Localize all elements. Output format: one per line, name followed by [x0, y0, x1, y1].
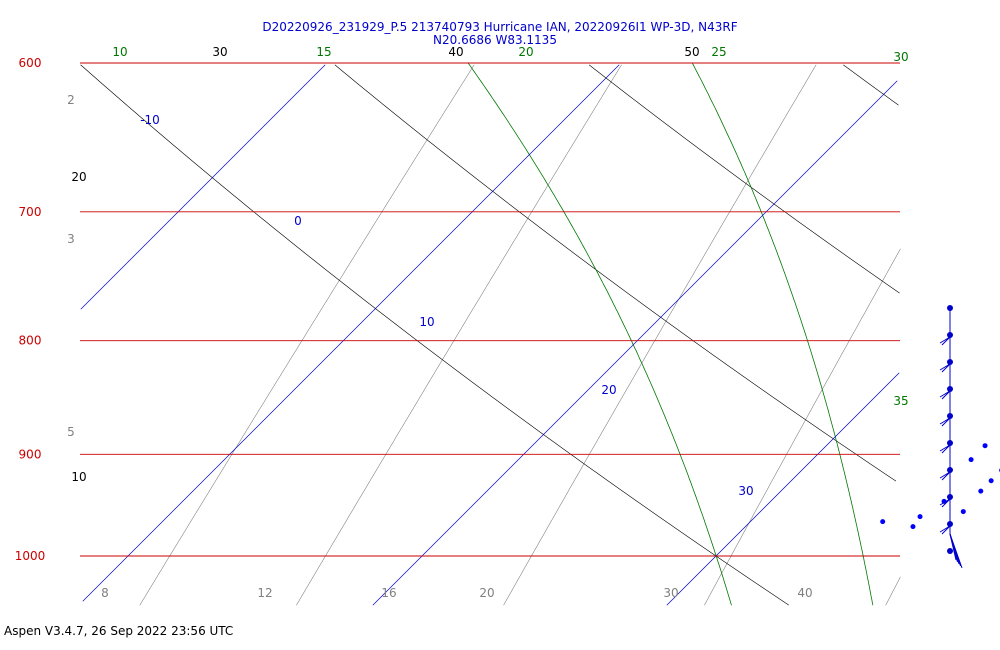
dry-adiabat-label: 10	[71, 470, 86, 484]
mixing-ratio-line	[885, 576, 901, 606]
dry-adiabat-line	[80, 64, 789, 606]
wind-barb	[939, 498, 951, 508]
wind-barb-station	[947, 494, 953, 500]
isotherm-line	[82, 64, 620, 602]
moist-adiabat-label: 15	[316, 45, 331, 59]
dry-adiabat-line	[843, 64, 899, 106]
isotherm-label: 30	[738, 484, 753, 498]
dry-adiabat-label: 20	[71, 170, 86, 184]
wind-barb	[939, 390, 951, 400]
dewpoint-point	[910, 524, 916, 530]
chart-title: D20220926_231929_P.5 213740793 Hurricane…	[262, 20, 738, 34]
wind-barb-station	[947, 386, 953, 392]
isobar-label: 700	[19, 205, 42, 219]
moist-adiabat-label: 30	[893, 50, 908, 64]
moist-adiabat-label: 25	[711, 45, 726, 59]
dry-adiabat-label: 40	[448, 45, 463, 59]
wind-barb-station	[947, 305, 953, 311]
moist-adiabat-label: 20	[518, 45, 533, 59]
wind-barb	[939, 336, 951, 346]
chart-subtitle: N20.6686 W83.1135	[433, 33, 557, 47]
isobar-label: 900	[19, 447, 42, 461]
mixing-ratio-line	[139, 64, 475, 606]
footer-version: Aspen V3.4.7, 26 Sep 2022 23:56 UTC	[4, 624, 234, 638]
isotherm-label: 0	[294, 214, 302, 228]
wind-barb-station	[947, 548, 953, 554]
mixing-ratio-label: 30	[663, 586, 678, 600]
wind-barb-station	[947, 332, 953, 338]
isotherm-line	[666, 372, 900, 606]
wind-barb	[939, 444, 951, 454]
moist-adiabat-line	[691, 62, 874, 606]
mixing-ratio-label: 3	[67, 232, 75, 246]
dewpoint-point	[917, 514, 923, 520]
mixing-ratio-label: 16	[381, 586, 396, 600]
wind-barb	[939, 471, 951, 481]
mixing-ratio-label: 12	[257, 586, 272, 600]
mixing-ratio-label: 2	[67, 93, 75, 107]
dewpoint-point	[960, 509, 966, 515]
dewpoint-point	[978, 488, 984, 494]
isotherm-label: 20	[601, 383, 616, 397]
mixing-ratio-label: 40	[797, 586, 812, 600]
isotherm-label: -10	[140, 113, 160, 127]
dewpoint-point	[988, 478, 994, 484]
moist-adiabat-label: 10	[112, 45, 127, 59]
wind-barb	[939, 363, 951, 373]
mixing-ratio-line	[704, 248, 901, 606]
wind-barb	[939, 525, 951, 535]
dry-adiabat-label: 50	[684, 45, 699, 59]
moist-adiabat-label: 35	[893, 394, 908, 408]
dewpoint-point	[982, 443, 988, 449]
isotherm-line	[80, 64, 326, 310]
wind-barb-station	[947, 440, 953, 446]
isotherm-label: 10	[419, 315, 434, 329]
mixing-ratio-line	[503, 64, 817, 606]
wind-barb	[949, 533, 963, 569]
isobar-label: 1000	[15, 549, 46, 563]
wind-barb-station	[947, 413, 953, 419]
wind-barb	[939, 417, 951, 427]
dewpoint-point	[941, 498, 947, 504]
dry-adiabat-line	[588, 64, 900, 294]
isobar-label: 600	[19, 56, 42, 70]
moist-adiabat-line	[467, 62, 732, 606]
wind-barb-station	[947, 359, 953, 365]
wind-barb-station	[947, 467, 953, 473]
dewpoint-point	[880, 519, 886, 525]
isotherm-line	[372, 80, 898, 606]
isobar-label: 800	[19, 334, 42, 348]
mixing-ratio-label: 8	[101, 586, 109, 600]
dry-adiabat-label: 30	[212, 45, 227, 59]
mixing-ratio-label: 5	[67, 425, 75, 439]
mixing-ratio-line	[296, 64, 622, 606]
mixing-ratio-label: 20	[479, 586, 494, 600]
wind-barb-station	[947, 521, 953, 527]
dry-adiabat-line	[334, 64, 897, 482]
dewpoint-point	[968, 457, 974, 463]
